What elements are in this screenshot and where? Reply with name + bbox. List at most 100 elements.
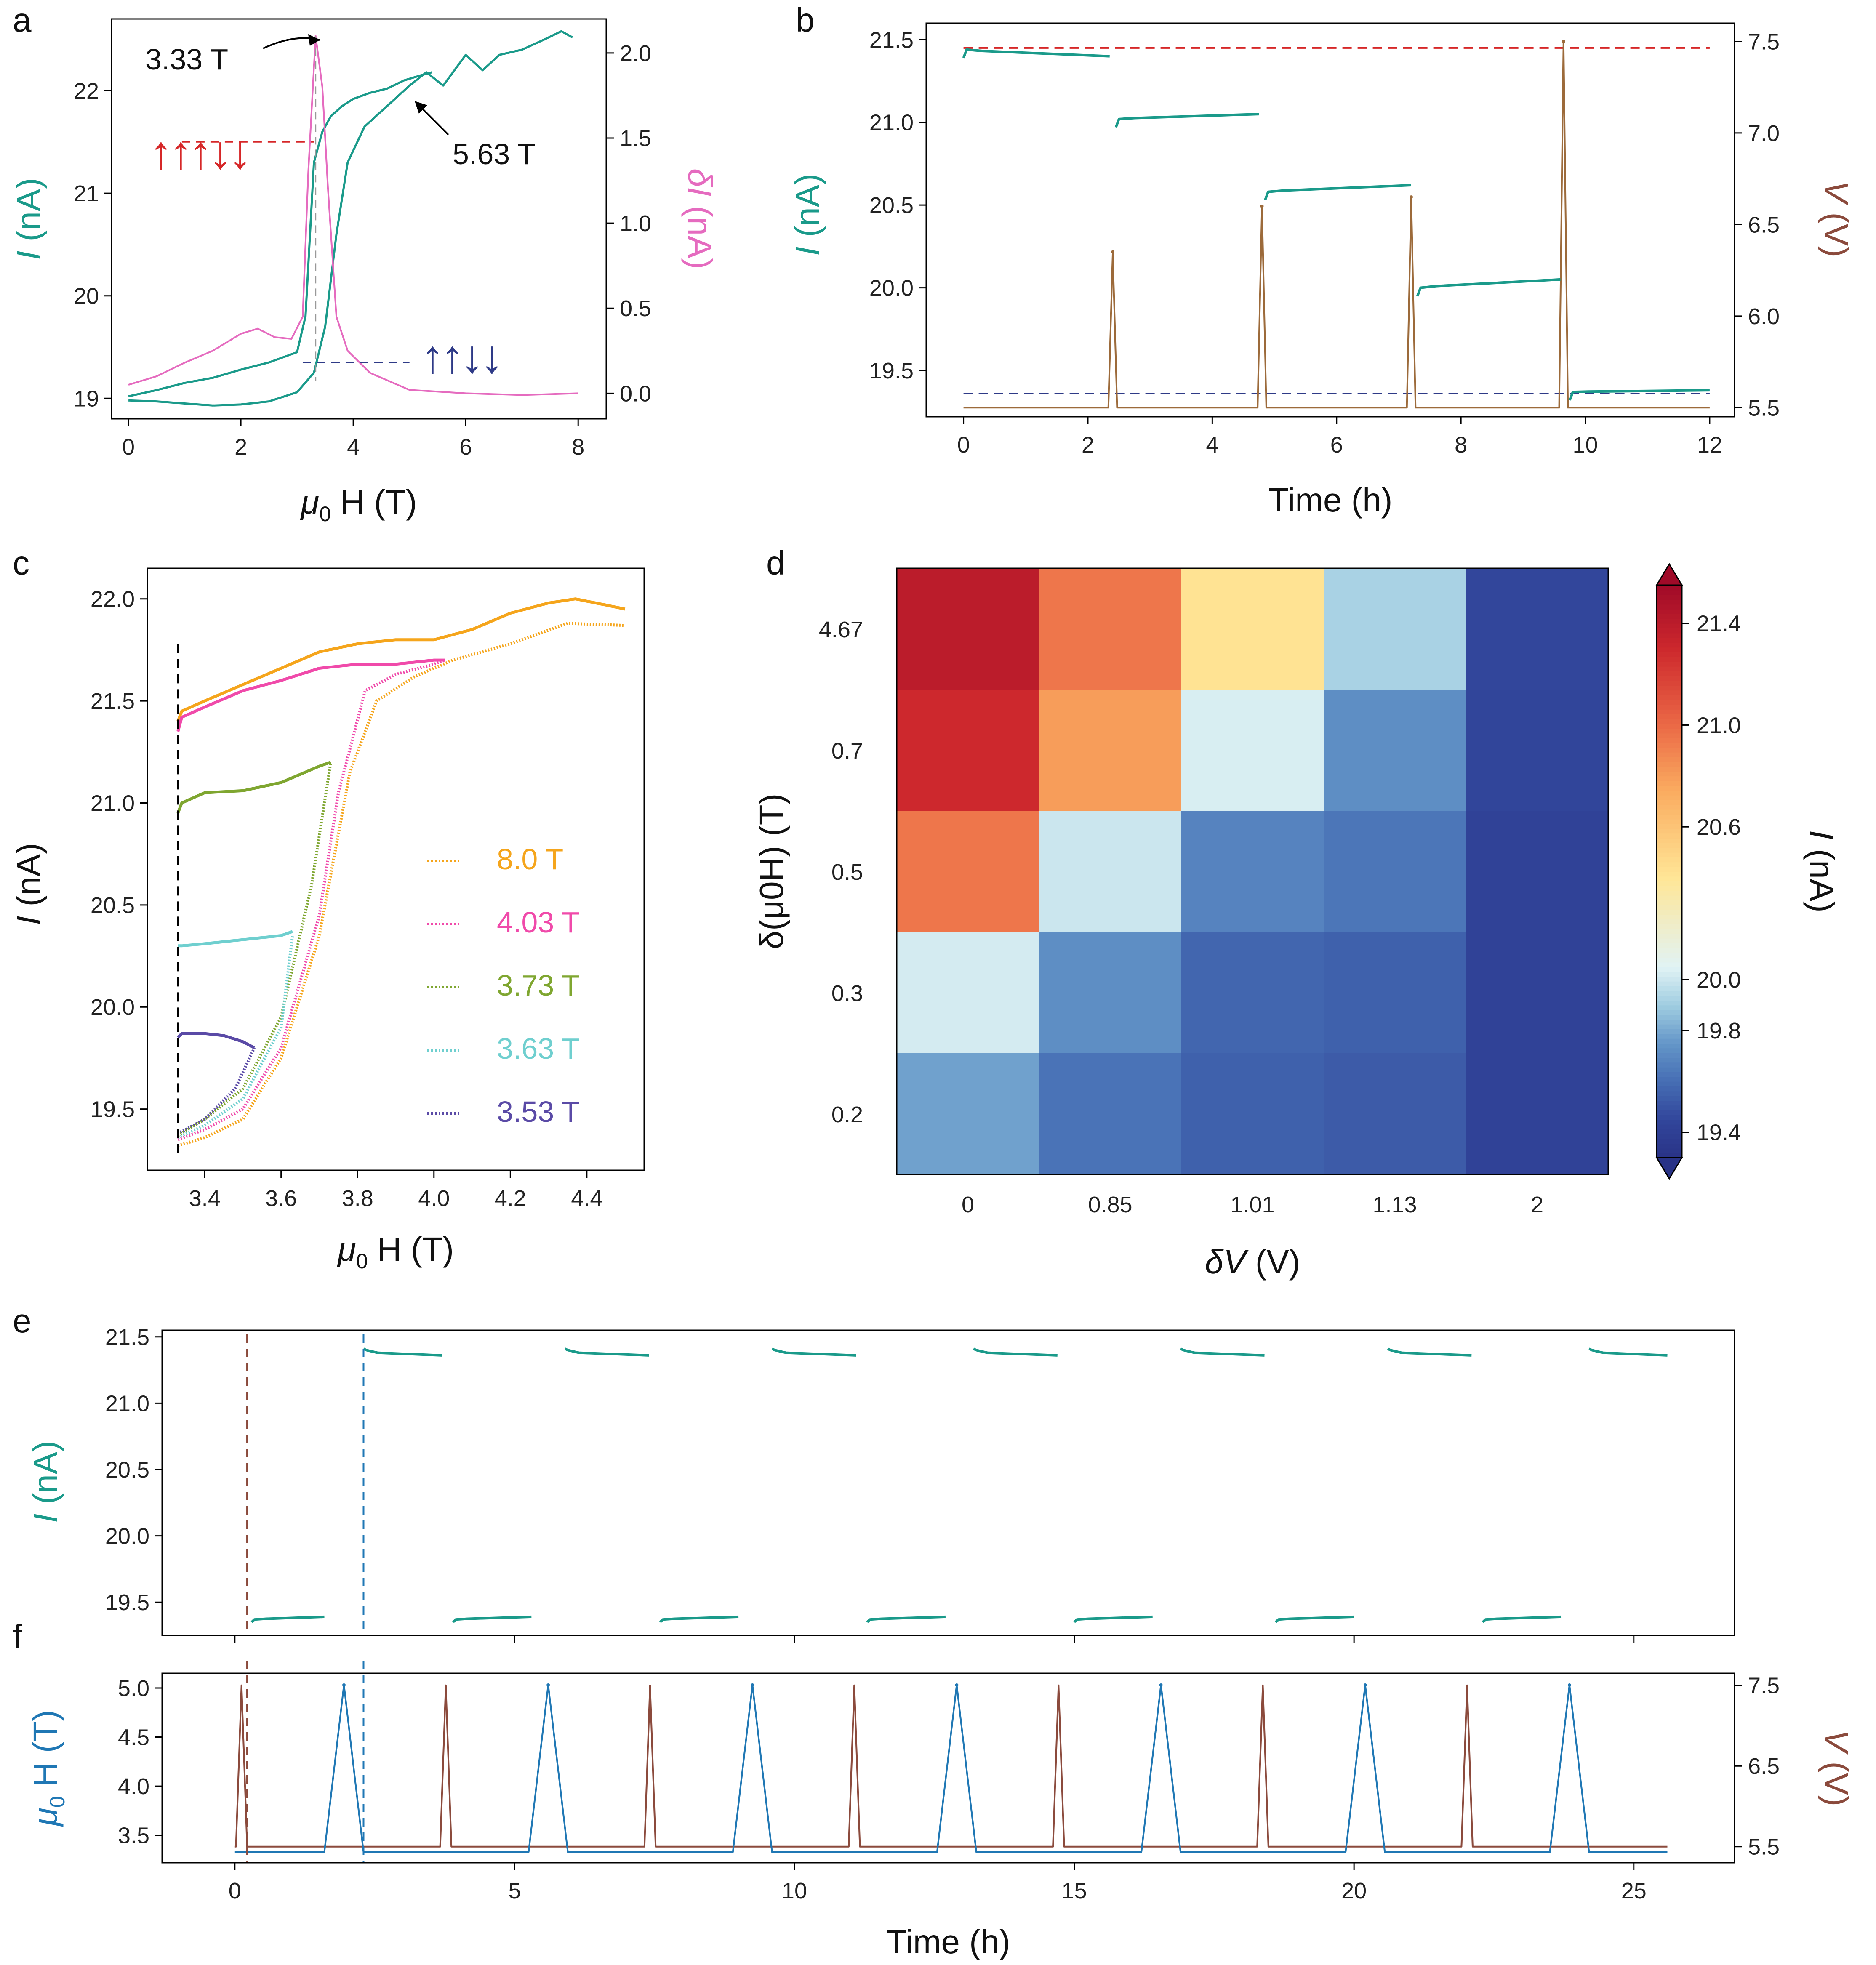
- low-state-segment-4: [1073, 1615, 1153, 1623]
- colorbar-band: [1657, 642, 1682, 648]
- colorbar-band: [1657, 623, 1682, 628]
- colorbar-band: [1657, 1048, 1682, 1053]
- y-tick-label: 19: [74, 386, 99, 411]
- colorbar-band: [1657, 723, 1682, 729]
- series-line-9: [177, 1047, 256, 1135]
- colorbar-band: [1657, 790, 1682, 796]
- panel-f-chart: 0 5 10 15 20 25 3.5 4.0 4.5 5.0 5.5 6.5 7.5 Time (h) μ…: [27, 1661, 1855, 1960]
- x-axis-label-rest: H (T): [377, 1230, 454, 1268]
- x-tick-label: 25: [1621, 1878, 1647, 1904]
- colorbar-band: [1657, 814, 1682, 820]
- colorbar-band: [1657, 929, 1682, 934]
- series-line-0: [176, 597, 626, 722]
- colorbar-band: [1657, 604, 1682, 610]
- colorbar-band: [1657, 738, 1682, 743]
- y2-tick-label: 7.0: [1748, 121, 1780, 146]
- heatmap-cell-r4-c4: [1466, 1053, 1609, 1175]
- x-axis-label-italic: δV: [1205, 1243, 1249, 1281]
- colorbar-band: [1657, 1072, 1682, 1077]
- colorbar-band: [1657, 637, 1682, 643]
- heatmap-cell-r3-c1: [1039, 932, 1182, 1054]
- colorbar-band: [1657, 986, 1682, 991]
- x-tick-label: 8: [572, 434, 584, 460]
- y-axis-label-rest: H (T): [27, 1710, 64, 1787]
- colorbar-band: [1657, 1043, 1682, 1049]
- y-tick-label: 21.0: [105, 1391, 149, 1416]
- y-tick-label: 4.0: [118, 1774, 149, 1799]
- x-tick-label: 4: [1206, 432, 1218, 458]
- colorbar-band: [1657, 905, 1682, 910]
- colorbar-band: [1657, 1129, 1682, 1134]
- heatmap-cell-r4-c0: [897, 1053, 1039, 1175]
- series-line-0: [128, 30, 573, 407]
- colorbar-band: [1657, 752, 1682, 757]
- colorbar-band: [1657, 700, 1682, 705]
- colorbar-band: [1657, 1100, 1682, 1106]
- panel-label-b: b: [796, 1, 815, 39]
- colorbar-band: [1657, 938, 1682, 943]
- colorbar-band: [1657, 1076, 1682, 1082]
- colorbar-band: [1657, 804, 1682, 810]
- peak-annotation-label: 3.33 T: [145, 43, 228, 76]
- panel-label-c: c: [13, 544, 29, 582]
- colorbar-band: [1657, 647, 1682, 652]
- kink-arrowhead: [415, 101, 427, 114]
- heatmap-frame: [896, 567, 1609, 1175]
- y2-axis-label: V (V): [1818, 181, 1855, 257]
- colorbar-band: [1657, 862, 1682, 867]
- colorbar-band: [1657, 1086, 1682, 1092]
- high-state-segment-6: [1588, 1347, 1668, 1357]
- x-axis-label: δV (V): [1205, 1243, 1300, 1281]
- plot-frame: [161, 1329, 1735, 1636]
- colorbar-band: [1657, 838, 1682, 843]
- x-category-label: 1.13: [1372, 1192, 1417, 1217]
- colorbar-band: [1657, 766, 1682, 772]
- colorbar-frame: [1656, 584, 1683, 1158]
- colorbar-band: [1657, 695, 1682, 700]
- colorbar-bottom-extend: [1655, 1157, 1683, 1180]
- colorbar-band: [1657, 1134, 1682, 1139]
- colorbar-band: [1657, 962, 1682, 967]
- low-state-segment-3: [866, 1615, 946, 1623]
- voltage-spike-0: [1111, 250, 1115, 254]
- colorbar-band: [1657, 909, 1682, 915]
- y-tick-label: 3.5: [118, 1823, 149, 1848]
- colorbar-tick-label: 19.8: [1697, 1018, 1741, 1044]
- y-tick-label: 21.0: [869, 110, 914, 136]
- y-axis-label: I (nA): [10, 843, 47, 925]
- x-axis-label: Time (h): [886, 1923, 1010, 1960]
- colorbar-band: [1657, 948, 1682, 953]
- y-axis-label-rest: (nA): [10, 843, 47, 916]
- panel-label-d: d: [766, 544, 785, 582]
- colorbar-band: [1657, 895, 1682, 900]
- y2-tick-label: 5.5: [1748, 1835, 1780, 1860]
- current-segment-3: [1416, 278, 1561, 297]
- panel-c-chart: 8.0 T 4.03 T 3.73 T 3.63 T 3.53 T 3.4 3.6 3.8 4.…: [10, 567, 645, 1273]
- x-tick-label: 3.8: [342, 1186, 373, 1211]
- colorbar-band: [1657, 1148, 1682, 1153]
- colorbar-band: [1657, 661, 1682, 667]
- y2-axis-label: δI (nA): [681, 168, 719, 269]
- y-axis-label-rest: (nA): [789, 173, 826, 246]
- colorbar-band: [1657, 972, 1682, 977]
- heatmap-cell-r2-c2: [1181, 811, 1324, 932]
- x-tick-label: 6: [459, 434, 472, 460]
- colorbar-band: [1657, 1000, 1682, 1006]
- colorbar-band: [1657, 1138, 1682, 1144]
- colorbar-band: [1657, 1009, 1682, 1015]
- colorbar-band: [1657, 1014, 1682, 1020]
- y2-tick-label: 1.5: [620, 126, 651, 151]
- y-axis-label-space: [27, 1787, 64, 1796]
- y-tick-label: 20.0: [869, 276, 914, 301]
- field-trace: [234, 1684, 1668, 1853]
- x-tick-label: 0: [957, 432, 970, 458]
- x-category-label: 0.85: [1088, 1192, 1132, 1217]
- y2-tick-label: 2.0: [620, 41, 651, 66]
- y-category-label: 4.67: [819, 617, 863, 642]
- y-category-label: 0.2: [831, 1102, 863, 1127]
- y-category-label: 0.3: [831, 981, 863, 1006]
- y2-tick-label: 6.5: [1748, 1754, 1780, 1779]
- colorbar-band: [1657, 652, 1682, 657]
- y2-tick-label: 6.5: [1748, 212, 1780, 237]
